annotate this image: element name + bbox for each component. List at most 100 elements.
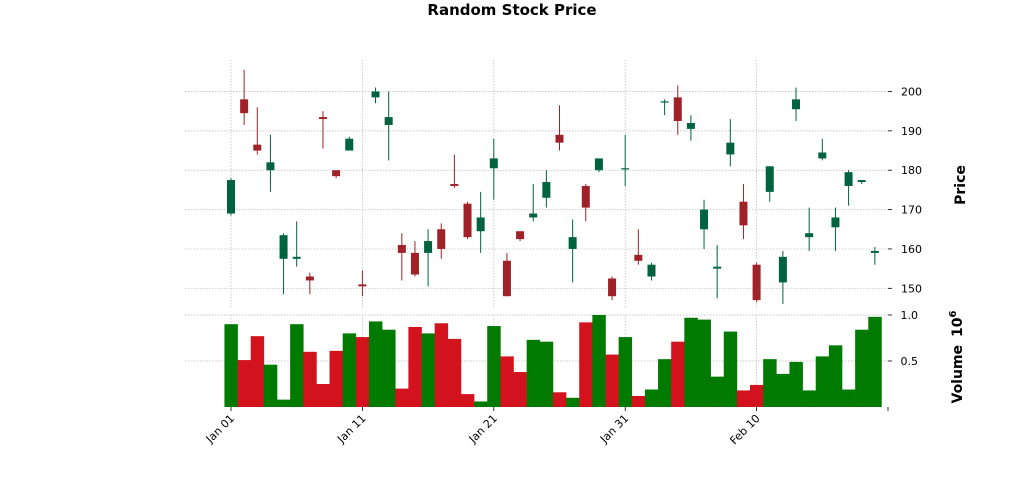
candle xyxy=(870,246,879,265)
volume-bar xyxy=(684,317,698,407)
candle-body xyxy=(489,158,498,169)
candle xyxy=(726,119,735,167)
volume-bar xyxy=(382,329,396,407)
volume-axis-label-text: Volume xyxy=(950,345,966,404)
candle-body xyxy=(673,97,682,122)
volume-bar xyxy=(671,341,685,407)
x-tick-label: Feb 10 xyxy=(727,412,762,447)
candle xyxy=(450,154,459,188)
x-tick-label: Jan 31 xyxy=(597,412,631,446)
chart-title: Random Stock Price xyxy=(427,1,596,19)
candle-body xyxy=(227,180,235,214)
candle xyxy=(227,178,235,216)
candle xyxy=(305,272,314,295)
volume-bar xyxy=(355,337,370,407)
volume-bar xyxy=(763,359,777,407)
price-tick-label: 190 xyxy=(901,125,922,138)
candle xyxy=(805,207,814,251)
price-tick-label: 150 xyxy=(901,282,922,295)
volume-bar xyxy=(552,392,567,407)
candle xyxy=(713,245,722,299)
candle xyxy=(555,105,564,151)
volume-bar xyxy=(342,333,357,407)
volume-bar xyxy=(644,389,659,407)
volume-bar xyxy=(303,351,317,407)
candle-body xyxy=(739,201,748,226)
volume-bar xyxy=(460,394,475,407)
volume-bar xyxy=(408,326,422,407)
candle xyxy=(502,252,511,297)
candle-body xyxy=(463,203,472,238)
volume-bar xyxy=(250,336,265,407)
candle-body xyxy=(384,117,393,125)
volume-bar xyxy=(421,333,435,407)
candle-body xyxy=(831,217,840,228)
volume-bar xyxy=(395,388,409,407)
volume-bar xyxy=(723,331,738,407)
x-axis: Jan 01 Jan 11 Jan 21 Jan 31 Feb 10 xyxy=(203,407,889,447)
candle xyxy=(463,201,472,240)
candle-body xyxy=(647,264,656,277)
candle xyxy=(568,219,577,283)
candle xyxy=(621,134,630,186)
candle xyxy=(608,276,617,301)
volume-bar xyxy=(828,345,843,407)
candle xyxy=(686,115,695,141)
candle-body xyxy=(634,254,643,261)
candle xyxy=(240,69,249,125)
candle-body xyxy=(305,276,314,281)
x-tick-label: Jan 21 xyxy=(466,412,500,446)
volume-bar xyxy=(447,338,462,407)
candle xyxy=(279,233,288,295)
candle xyxy=(778,250,787,305)
volume-bar xyxy=(474,401,488,407)
candle-body xyxy=(713,266,722,269)
candle-body xyxy=(345,138,354,151)
volume-axis: 0.5 1.0 xyxy=(888,309,918,368)
candle-body xyxy=(581,185,590,208)
volume-bar xyxy=(487,326,501,407)
candle xyxy=(792,87,801,122)
volume-bar xyxy=(605,354,619,407)
candle-body xyxy=(371,91,380,98)
candle xyxy=(489,138,498,200)
candle-body xyxy=(318,117,327,120)
candle-body xyxy=(358,284,367,287)
volume-tick-label: 1.0 xyxy=(901,309,919,322)
candle-body xyxy=(266,162,275,171)
candle-body xyxy=(621,168,630,170)
candle-body xyxy=(792,99,801,110)
price-tick-label: 200 xyxy=(901,85,922,98)
volume-bar xyxy=(513,372,527,407)
volume-bar xyxy=(842,389,856,407)
volume-axis-label: Volume 106 xyxy=(948,310,966,403)
volume-bar xyxy=(592,315,606,407)
candle xyxy=(253,107,262,155)
volume-bar xyxy=(276,399,291,407)
volume-bar xyxy=(802,390,817,407)
candle-body xyxy=(608,278,617,297)
candle xyxy=(634,229,643,265)
candle-body xyxy=(726,142,735,155)
candle-body xyxy=(765,166,774,192)
candle-body xyxy=(292,256,301,259)
candle-body xyxy=(844,172,853,186)
candle xyxy=(424,229,433,287)
candle-body xyxy=(594,158,603,171)
volume-bar xyxy=(316,384,330,407)
candle xyxy=(371,87,380,104)
volume-panel xyxy=(224,315,882,407)
candle xyxy=(516,231,525,242)
volume-bar xyxy=(631,395,646,407)
volume-bar xyxy=(579,322,593,407)
candle xyxy=(739,184,748,240)
price-tick-label: 170 xyxy=(901,204,922,217)
candle-body xyxy=(752,264,761,301)
volume-tick-label: 0.5 xyxy=(901,355,919,368)
candle xyxy=(358,270,367,297)
candle xyxy=(292,221,301,267)
candle xyxy=(765,166,774,202)
candle-body xyxy=(542,182,551,198)
price-axis-label: Price xyxy=(953,165,969,205)
candle xyxy=(529,184,538,222)
